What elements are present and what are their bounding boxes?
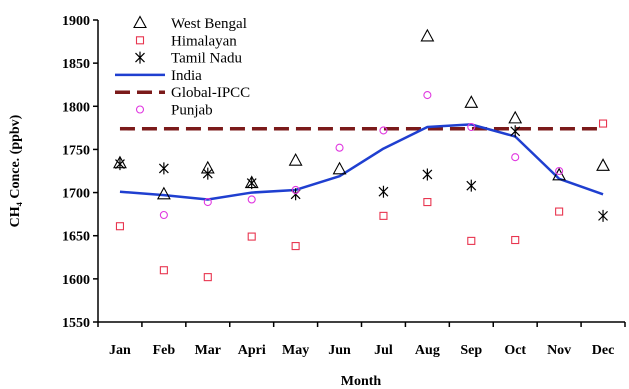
west-bengal-point [464,95,479,108]
y-tick-label: 1800 [62,100,90,115]
x-tick-label: Oct [504,343,526,358]
legend-item-global-ipcc: Global-IPCC [115,85,250,101]
tamil-nadu-point [422,168,433,181]
tamil-nadu-point [510,125,521,138]
legend-item-west-bengal: West Bengal [133,15,247,32]
x-tick-label: Sep [460,343,482,358]
himalayan-point [379,211,388,220]
tamil-nadu-point [378,185,389,198]
west-bengal-point [420,28,435,42]
punjab-point [247,195,256,204]
punjab-point [555,166,564,176]
himalayan-point [115,222,125,231]
series-india [119,123,604,201]
x-tick-label: May [282,343,309,358]
y-ticks: 1550 1600 1650 1700 1750 1800 1850 1900 [62,14,98,331]
x-axis-title: Month [341,374,382,389]
himalayan-point [511,235,520,245]
legend-label: Global-IPCC [171,85,250,101]
himalayan-point [291,242,300,251]
legend-item-india: India [115,68,202,84]
legend-marker [135,105,145,114]
punjab-point [423,91,432,100]
x-ticks: Jan Feb Mar Apri May Jun Jul Aug Sep Oct Nov Dec [97,322,626,358]
legend-item-himalayan: Himalayan [135,33,237,49]
punjab-point [511,153,520,162]
legend-label: India [171,68,202,84]
west-bengal-point [156,186,171,200]
himalayan-point [467,236,476,245]
himalayan-point [203,273,212,282]
legend-marker [135,36,145,45]
tamil-nadu-point [202,167,213,180]
series-tamil-nadu [115,125,608,222]
x-tick-label: Nov [547,343,571,358]
west-bengal-point [508,110,523,124]
punjab-point [379,126,388,135]
series-himalayan [115,119,608,282]
series-punjab [159,91,564,220]
punjab-point [335,143,344,152]
x-tick-label: Apri [238,343,266,358]
west-bengal-point [552,167,567,181]
legend-label: Punjab [171,103,213,119]
x-tick-label: Aug [415,343,440,358]
himalayan-point [247,232,256,241]
y-axis-title: CH₄ Conce. (ppbv) [8,114,23,227]
tamil-nadu-point [158,162,169,175]
himalayan-point [598,119,608,128]
punjab-point [291,185,300,195]
y-tick-label: 1900 [62,14,90,29]
series-west-bengal [113,28,610,200]
x-tick-label: Dec [592,343,615,358]
legend-item-tamil-nadu: Tamil Nadu [135,51,243,67]
legend-label: Tamil Nadu [171,51,243,67]
x-tick-label: Jun [328,343,351,358]
punjab-point [203,198,212,207]
x-tick-label: Mar [195,343,221,358]
west-bengal-point [288,152,303,166]
legend-marker [133,15,147,29]
x-tick-label: Jul [374,343,393,358]
tamil-nadu-point [115,158,125,171]
tamil-nadu-point [466,179,477,192]
legend-item-punjab: Punjab [135,103,213,119]
y-tick-label: 1550 [62,316,90,331]
y-tick-label: 1850 [62,57,90,72]
himalayan-point [423,198,432,207]
y-tick-label: 1700 [62,187,90,202]
legend-marker [135,51,145,64]
west-bengal-point [332,161,347,175]
y-tick-label: 1600 [62,273,90,288]
india-line [119,123,604,201]
series-layer [113,28,610,282]
x-tick-label: Jan [109,343,131,358]
tamil-nadu-point [246,177,257,190]
tamil-nadu-point [598,209,608,222]
legend-label: Himalayan [171,33,237,49]
punjab-point [467,122,476,132]
legend-label: West Bengal [171,16,247,32]
x-tick-label: Feb [153,343,176,358]
y-tick-label: 1650 [62,230,90,245]
punjab-point [159,210,168,220]
y-tick-label: 1750 [62,143,90,158]
himalayan-point [555,207,564,216]
west-bengal-point [596,158,610,171]
himalayan-point [159,266,168,275]
